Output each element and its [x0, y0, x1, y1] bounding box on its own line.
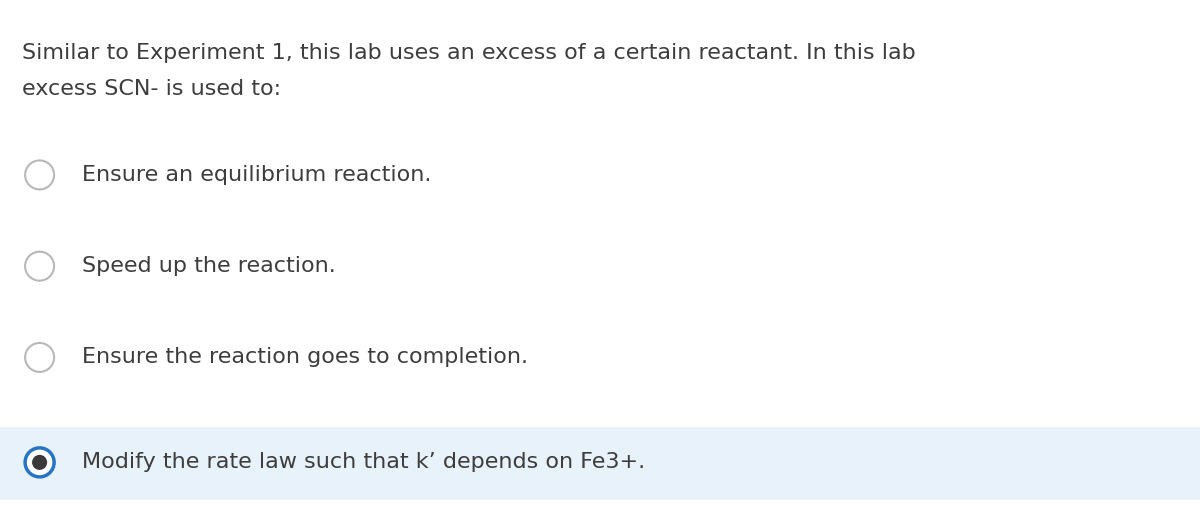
Text: Modify the rate law such that k’ depends on Fe3+.: Modify the rate law such that k’ depends… — [82, 452, 644, 473]
Text: excess SCN- is used to:: excess SCN- is used to: — [22, 79, 281, 98]
Text: Ensure the reaction goes to completion.: Ensure the reaction goes to completion. — [82, 347, 528, 368]
Text: Speed up the reaction.: Speed up the reaction. — [82, 256, 335, 276]
Ellipse shape — [25, 448, 54, 477]
Ellipse shape — [25, 343, 54, 372]
Ellipse shape — [25, 251, 54, 281]
FancyBboxPatch shape — [0, 427, 1200, 500]
Ellipse shape — [32, 455, 47, 470]
Text: Ensure an equilibrium reaction.: Ensure an equilibrium reaction. — [82, 165, 431, 185]
Ellipse shape — [25, 160, 54, 190]
Text: Similar to Experiment 1, this lab uses an excess of a certain reactant. In this : Similar to Experiment 1, this lab uses a… — [22, 43, 916, 63]
